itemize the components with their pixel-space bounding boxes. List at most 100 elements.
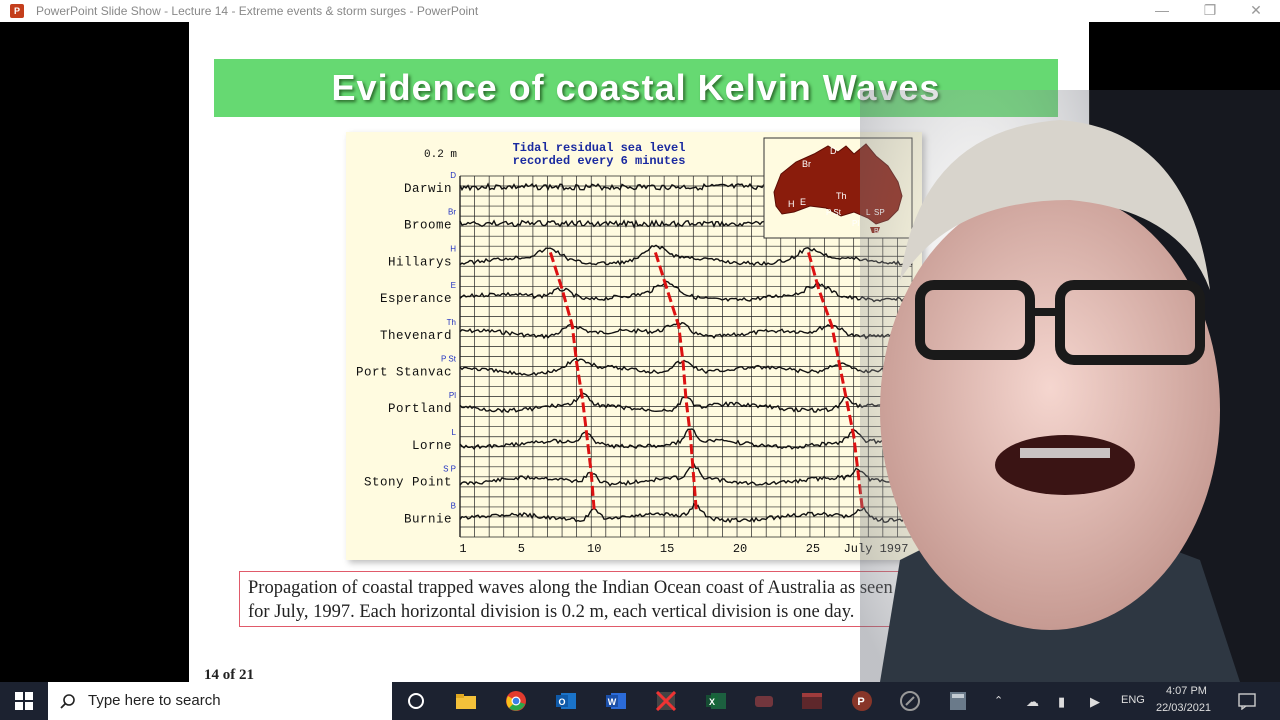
station-code: E <box>451 281 456 290</box>
app-icon <box>656 691 676 711</box>
x-tick-label: 5 <box>518 542 525 556</box>
propagation-line <box>653 251 698 510</box>
app-button-4[interactable] <box>886 682 934 720</box>
start-button[interactable] <box>0 682 48 720</box>
powerpoint-app-icon: P <box>10 4 24 18</box>
figure-heading-line1: Tidal residual sea level <box>513 141 686 155</box>
x-tick-label: 1 <box>459 542 466 556</box>
station-name: Esperance <box>380 292 452 306</box>
x-tick-label: 10 <box>587 542 601 556</box>
show-hidden-icons[interactable]: ⌃ <box>994 695 1004 707</box>
network-icon[interactable]: ☁ <box>1026 694 1039 709</box>
svg-text:P: P <box>857 696 864 708</box>
map-label-thevenard: Th <box>836 191 847 201</box>
excel-icon: X <box>706 693 726 709</box>
language-indicator[interactable]: ENG <box>1121 694 1145 706</box>
word-icon: W <box>606 693 626 709</box>
presenter-face <box>880 190 1220 630</box>
minimize-icon[interactable]: — <box>1155 2 1169 18</box>
station-name: Thevenard <box>380 329 452 343</box>
chrome-icon <box>506 691 526 711</box>
powerpoint-icon: P <box>852 691 872 711</box>
calculator-icon <box>950 692 966 710</box>
sea-level-plot: D Darwin Br Broome H Hillarys E Esperance Th Thev… <box>356 137 913 556</box>
clock-time[interactable]: 4:07 PM <box>1166 685 1207 697</box>
volume-icon[interactable]: ▶ <box>1090 694 1100 709</box>
app-button-2[interactable] <box>740 682 788 720</box>
battery-icon[interactable]: ▮ <box>1058 694 1066 709</box>
station-name: Broome <box>404 219 452 233</box>
file-explorer-icon <box>456 694 476 709</box>
task-view-button[interactable] <box>392 682 440 720</box>
station-labels: D Darwin Br Broome H Hillarys E Esperance Th Thev… <box>356 171 457 526</box>
station-name: Burnie <box>404 512 452 526</box>
close-icon[interactable]: ✕ <box>1250 2 1262 18</box>
taskbar-search-box[interactable]: Type here to search <box>48 682 392 720</box>
x-tick-label: 20 <box>733 542 747 556</box>
title-banner: Evidence of coastal Kelvin Waves <box>214 59 1058 117</box>
propagation-line <box>807 251 864 510</box>
station-name: Portland <box>388 402 452 416</box>
station-name: Lorne <box>412 439 452 453</box>
x-tick-label: 15 <box>660 542 674 556</box>
station-name: Stony Point <box>364 476 452 490</box>
slide-title: Evidence of coastal Kelvin Waves <box>331 67 941 108</box>
map-label-portland: Pl <box>852 219 859 228</box>
glasses-left-lens <box>915 280 1035 360</box>
station-trace <box>459 502 913 524</box>
file-explorer-button[interactable] <box>442 682 490 720</box>
scale-label: 0.2 m <box>424 149 457 161</box>
calculator-button[interactable] <box>934 682 982 720</box>
station-code: Th <box>447 318 456 327</box>
app-icon <box>802 693 822 709</box>
station-trace <box>459 280 913 303</box>
map-label-port-stanvac: P St <box>826 208 842 217</box>
presenter-hair <box>900 120 1210 290</box>
glasses-right-lens <box>1055 280 1205 365</box>
station-trace <box>459 357 913 377</box>
station-name: Hillarys <box>388 255 452 269</box>
chrome-button[interactable] <box>492 682 540 720</box>
svg-text:O: O <box>558 697 565 707</box>
outlook-button[interactable]: O <box>542 682 590 720</box>
station-code: H <box>450 244 456 253</box>
powerpoint-button[interactable]: P <box>838 682 886 720</box>
restore-icon[interactable]: ❐ <box>1203 2 1217 18</box>
station-code: L <box>452 428 457 437</box>
window-title-bar: P PowerPoint Slide Show - Lecture 14 - E… <box>0 0 1280 22</box>
presenter-mouth <box>995 435 1135 495</box>
app-icon <box>900 691 920 711</box>
app-icon <box>755 696 773 707</box>
figure-heading-line2: recorded every 6 minutes <box>513 154 686 168</box>
page-number: 14 of 21 <box>204 667 254 683</box>
svg-text:W: W <box>608 697 617 707</box>
station-code: Br <box>448 208 456 217</box>
svg-text:X: X <box>709 697 715 707</box>
station-name: Port Stanvac <box>356 366 452 380</box>
windows-logo-icon <box>15 692 33 710</box>
clock-date[interactable]: 22/03/2021 <box>1156 702 1212 714</box>
word-button[interactable]: W <box>592 682 640 720</box>
x-tick-label: 25 <box>806 542 820 556</box>
search-placeholder: Type here to search <box>88 692 221 709</box>
taskbar: Type here to search O W X P ⌃ ☁ ▮ ▶ ENG … <box>0 682 1280 720</box>
map-label-broome: Br <box>802 159 811 169</box>
station-code: D <box>450 171 456 180</box>
station-code: Pl <box>449 391 456 400</box>
presenter-video <box>860 90 1280 682</box>
map-label-hillarys: H <box>788 199 795 209</box>
excel-button[interactable]: X <box>692 682 740 720</box>
station-trace <box>459 320 913 340</box>
app-button[interactable] <box>642 682 690 720</box>
station-trace <box>459 219 767 229</box>
station-code: P St <box>441 355 457 364</box>
app-button-3[interactable] <box>788 682 836 720</box>
map-label-esperance: E <box>800 197 806 207</box>
outlook-icon: O <box>556 693 576 709</box>
station-name: Darwin <box>404 182 452 196</box>
station-trace <box>459 244 913 267</box>
sea-level-figure: D Darwin Br Broome H Hillarys E Esperance Th Thev… <box>346 132 922 560</box>
notifications-icon[interactable] <box>1238 692 1256 710</box>
propagation-line <box>548 251 596 510</box>
